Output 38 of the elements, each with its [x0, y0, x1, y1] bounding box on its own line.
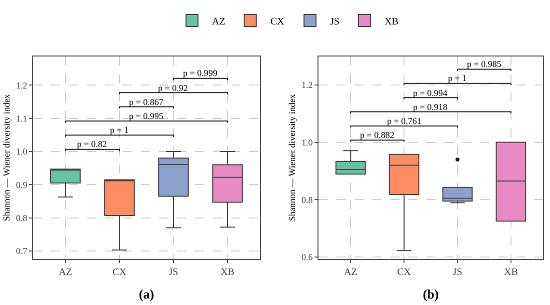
- annotation: p = 0.994: [413, 88, 448, 98]
- y-tick-label: 0.8: [16, 213, 28, 224]
- y-tick-label: 1.0: [16, 146, 28, 157]
- y-tick-label: 1.2: [302, 80, 313, 90]
- x-tick-label: CX: [112, 267, 128, 278]
- annotation: p = 1: [110, 125, 129, 135]
- annotation: p = 0.92: [158, 83, 188, 93]
- annotation: p = 0.882: [360, 130, 394, 140]
- x-tick-label: AZ: [58, 267, 72, 278]
- y-tick-label: 1.0: [302, 137, 314, 148]
- x-tick-label: XB: [220, 267, 235, 278]
- legend-label: AZ: [212, 16, 226, 28]
- y-tick-label: 1.1: [16, 113, 28, 124]
- y-tick-label: 0.6: [302, 252, 314, 262]
- annotation: p = 0.867: [129, 97, 164, 107]
- x-axis-title: (b): [422, 286, 439, 302]
- annotation: p = 0.918: [413, 102, 448, 112]
- x-tick-label: AZ: [344, 267, 358, 278]
- annotation: p = 0.995: [129, 111, 164, 121]
- x-axis-title: (a): [138, 286, 154, 302]
- annotation: p = 1: [448, 73, 467, 83]
- legend-label: CX: [270, 16, 286, 28]
- x-tick-label: JS: [168, 267, 178, 278]
- y-tick-label: 0.9: [16, 180, 28, 190]
- annotation: p = 0.985: [467, 59, 502, 69]
- y-tick-label: 0.8: [302, 194, 314, 205]
- legend-label: XB: [384, 16, 399, 28]
- y-axis-title: Shannon — Wiener diversity index: [286, 94, 297, 222]
- annotation: p = 0.999: [183, 68, 218, 78]
- y-axis-title: Shannon — Wiener diversity index: [1, 94, 12, 222]
- annotation: p = 0.761: [387, 116, 422, 126]
- legend-label: JS: [330, 16, 340, 28]
- x-tick-label: XB: [504, 267, 518, 278]
- y-tick-label: 1.2: [16, 80, 28, 90]
- x-tick-label: CX: [397, 267, 412, 278]
- x-tick-label: JS: [452, 267, 462, 278]
- annotation: p = 0.82: [77, 139, 107, 149]
- y-tick-label: 0.7: [16, 246, 28, 256]
